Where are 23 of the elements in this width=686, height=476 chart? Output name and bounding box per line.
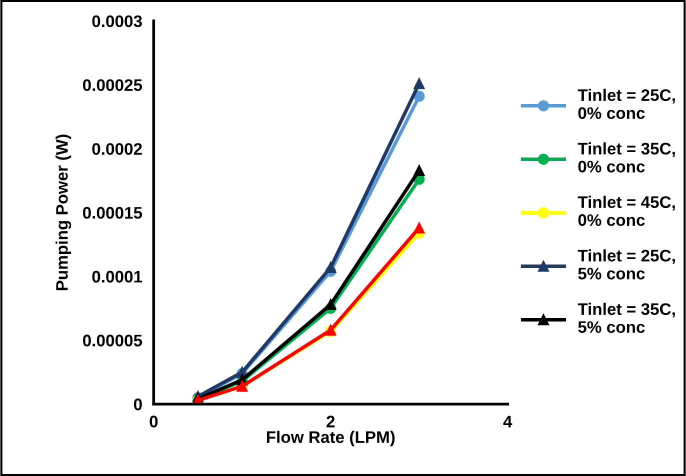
x-axis-title: Flow Rate (LPM) [266,430,395,446]
y-tick-label: 0 [134,398,142,410]
y-tick-label: 0.00015 [82,206,142,219]
y-tick-label: 0.0001 [92,270,142,283]
point [325,262,336,274]
legend-label: Tinlet = 25C, 5% conc [578,249,675,280]
x-tick-label: 2 [326,416,335,428]
point [414,164,425,176]
y-tick-label: 0.0002 [92,143,142,155]
y-axis-title: Pumping Power (W) [56,134,72,290]
point [325,298,336,310]
legend-label: Tinlet = 25C, 0% conc [578,88,675,120]
y-tick-label: 0.00025 [82,79,142,92]
point [414,78,425,90]
x-tick-label: 0 [150,416,158,428]
y-tick-label: 0.0003 [92,15,142,28]
point [414,90,425,102]
x-tick-label: 4 [503,416,512,428]
y-tick-label: 0.00005 [82,334,142,346]
legend-label: Tinlet = 45C, 0% conc [578,196,675,226]
legend-label: Tinlet = 35C, 0% conc [578,142,675,172]
point [414,222,425,234]
legend-label: Tinlet = 35C, 5% conc [578,302,675,333]
